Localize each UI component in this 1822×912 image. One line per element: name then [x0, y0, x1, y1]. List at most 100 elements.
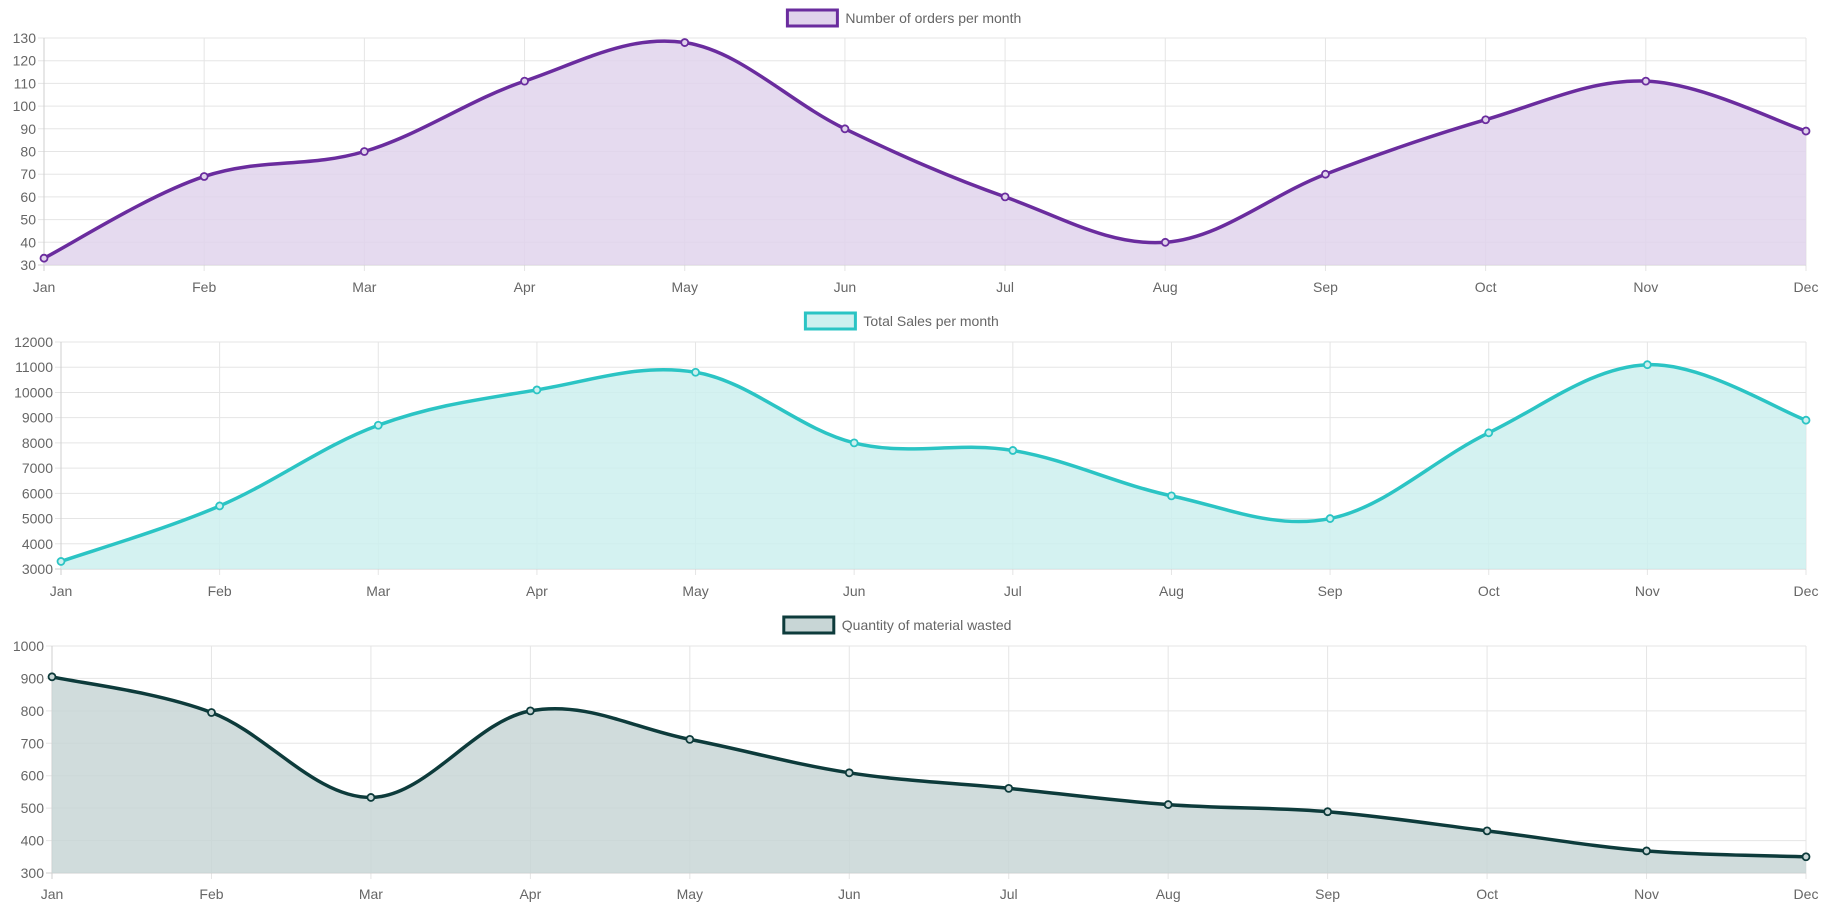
- data-point[interactable]: [359, 147, 369, 156]
- x-tick-label: Oct: [1478, 583, 1500, 599]
- x-tick-label: Sep: [1318, 583, 1343, 599]
- data-point[interactable]: [1801, 126, 1811, 136]
- data-point[interactable]: [56, 557, 66, 566]
- series-line: [51, 675, 1807, 859]
- y-tick-label: 90: [20, 121, 36, 137]
- y-tick-label: 9000: [22, 410, 53, 426]
- y-tick-label: 500: [21, 800, 45, 816]
- data-point[interactable]: [1321, 169, 1330, 179]
- y-tick-label: 60: [20, 189, 36, 205]
- x-tick-label: Aug: [1153, 279, 1178, 295]
- y-tick-label: 300: [21, 865, 45, 881]
- x-tick-label: Apr: [514, 279, 536, 295]
- legend-swatch[interactable]: [803, 311, 857, 331]
- data-point[interactable]: [1484, 428, 1494, 438]
- y-tick-label: 900: [21, 670, 45, 686]
- y-tick-label: 10000: [14, 384, 53, 400]
- series-area: [52, 676, 1806, 873]
- y-tick-label: 130: [13, 30, 37, 46]
- x-tick-label: Jul: [1004, 583, 1022, 599]
- y-tick-label: 11000: [15, 359, 53, 375]
- x-tick-label: Feb: [192, 279, 216, 295]
- y-tick-label: 6000: [22, 485, 53, 501]
- data-point[interactable]: [844, 768, 854, 778]
- y-tick-label: 800: [21, 703, 45, 719]
- x-tick-label: Apr: [519, 886, 541, 902]
- y-tick-label: 110: [14, 75, 37, 91]
- x-tick-label: Jun: [843, 583, 866, 599]
- x-tick-label: Mar: [352, 279, 376, 295]
- x-tick-label: May: [672, 279, 698, 295]
- y-tick-label: 12000: [14, 334, 53, 350]
- x-tick-label: Nov: [1634, 886, 1659, 902]
- x-tick-label: Jun: [834, 279, 857, 295]
- y-tick-label: 70: [20, 166, 36, 182]
- data-point[interactable]: [1801, 415, 1811, 425]
- series-area: [44, 41, 1806, 265]
- x-tick-label: Jul: [996, 279, 1014, 295]
- y-tick-label: 30: [20, 257, 36, 273]
- x-tick-label: Dec: [1794, 279, 1819, 295]
- data-point[interactable]: [373, 420, 383, 430]
- x-tick-label: Mar: [366, 583, 390, 599]
- y-tick-label: 700: [21, 735, 45, 751]
- data-point[interactable]: [1325, 514, 1335, 523]
- y-tick-label: 8000: [22, 435, 53, 451]
- legend-label: Quantity of material wasted: [842, 617, 1012, 633]
- data-point[interactable]: [1642, 360, 1652, 370]
- y-tick-label: 100: [13, 98, 37, 114]
- data-point[interactable]: [685, 734, 695, 744]
- data-point[interactable]: [1167, 491, 1176, 501]
- chart-2: Total Sales per month 12000 11000 10000 9000…: [14, 311, 1819, 599]
- x-tick-label: Apr: [526, 583, 548, 599]
- x-tick-label: Jan: [41, 886, 64, 902]
- x-tick-label: Dec: [1794, 583, 1819, 599]
- y-tick-label: 120: [13, 53, 37, 69]
- data-point[interactable]: [1642, 846, 1651, 856]
- data-point[interactable]: [680, 38, 690, 47]
- x-tick-label: Jan: [33, 279, 56, 295]
- y-tick-label: 5000: [22, 511, 53, 527]
- data-point[interactable]: [215, 501, 225, 511]
- data-point[interactable]: [207, 708, 216, 717]
- data-point[interactable]: [840, 124, 850, 134]
- data-point[interactable]: [520, 76, 529, 86]
- data-point[interactable]: [366, 793, 376, 802]
- legend-swatch[interactable]: [785, 8, 839, 28]
- x-tick-label: Nov: [1633, 279, 1658, 295]
- x-tick-label: Oct: [1475, 279, 1497, 295]
- x-tick-label: Dec: [1794, 886, 1819, 902]
- data-point[interactable]: [1482, 826, 1492, 836]
- data-point[interactable]: [199, 172, 209, 181]
- data-point[interactable]: [1641, 76, 1651, 86]
- legend-label: Total Sales per month: [863, 313, 998, 329]
- data-point[interactable]: [849, 438, 859, 448]
- data-point[interactable]: [1801, 852, 1811, 862]
- series-area: [61, 364, 1806, 569]
- data-point[interactable]: [1163, 800, 1173, 809]
- y-tick-label: 40: [20, 234, 36, 250]
- y-tick-label: 4000: [22, 536, 53, 552]
- legend-swatch[interactable]: [782, 615, 836, 635]
- x-tick-label: Nov: [1635, 583, 1660, 599]
- data-point[interactable]: [1008, 446, 1018, 455]
- y-tick-label: 1000: [13, 638, 44, 654]
- data-point[interactable]: [525, 706, 535, 716]
- data-point[interactable]: [532, 385, 542, 395]
- y-tick-label: 80: [20, 144, 36, 160]
- x-tick-label: Jan: [50, 583, 73, 599]
- data-point[interactable]: [1323, 807, 1333, 817]
- data-point[interactable]: [47, 672, 57, 682]
- data-point[interactable]: [1160, 237, 1170, 247]
- data-point[interactable]: [39, 253, 49, 263]
- y-tick-label: 400: [21, 833, 45, 849]
- y-tick-label: 50: [20, 212, 36, 228]
- data-point[interactable]: [1000, 192, 1010, 202]
- data-point[interactable]: [691, 367, 700, 377]
- series-line: [60, 362, 1807, 564]
- data-point[interactable]: [1481, 115, 1491, 125]
- data-point[interactable]: [1004, 783, 1014, 793]
- y-tick-label: 3000: [22, 561, 53, 577]
